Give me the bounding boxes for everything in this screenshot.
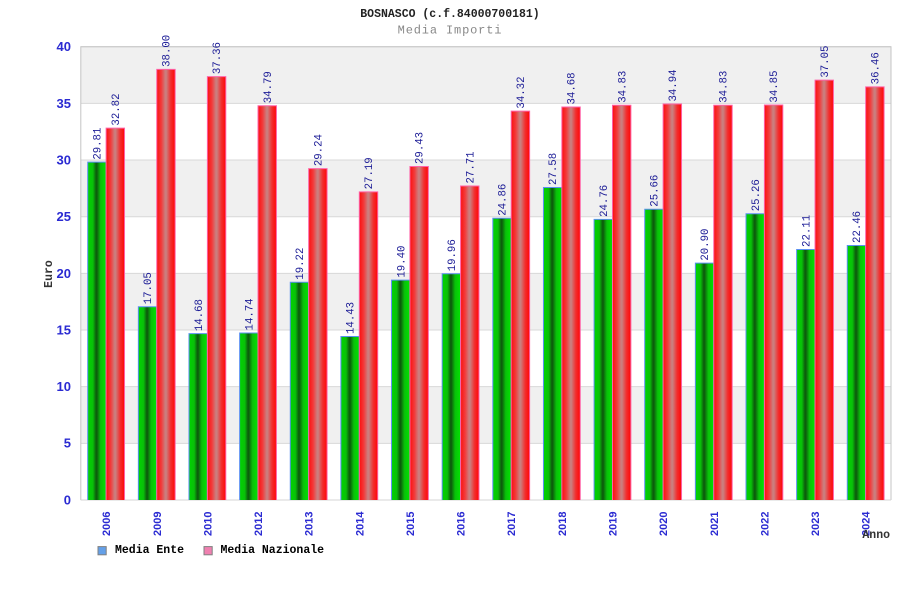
svg-text:2013: 2013 [304, 512, 316, 536]
svg-text:34.83: 34.83 [719, 71, 731, 103]
svg-text:Media Importi: Media Importi [398, 24, 503, 38]
svg-text:2006: 2006 [101, 512, 113, 536]
svg-text:2023: 2023 [810, 512, 822, 536]
svg-text:2014: 2014 [354, 511, 366, 536]
svg-text:19.22: 19.22 [295, 248, 307, 280]
svg-text:29.24: 29.24 [313, 134, 325, 166]
svg-text:37.36: 37.36 [212, 42, 224, 74]
svg-text:19.96: 19.96 [447, 239, 459, 271]
svg-text:22.46: 22.46 [852, 211, 864, 243]
svg-text:29.81: 29.81 [93, 128, 105, 160]
svg-text:Anno: Anno [862, 529, 890, 542]
svg-text:2016: 2016 [456, 512, 468, 536]
svg-text:2024: 2024 [861, 511, 873, 536]
svg-text:2020: 2020 [658, 512, 670, 536]
svg-text:Media Ente: Media Ente [115, 544, 184, 557]
svg-text:32.82: 32.82 [111, 93, 123, 125]
svg-text:20: 20 [57, 266, 71, 281]
svg-text:17.05: 17.05 [143, 272, 155, 304]
svg-text:40: 40 [57, 39, 71, 54]
svg-text:34.79: 34.79 [263, 71, 275, 103]
svg-text:14.74: 14.74 [244, 298, 256, 330]
svg-text:Media Nazionale: Media Nazionale [221, 544, 325, 557]
svg-text:10: 10 [57, 379, 71, 394]
svg-text:2018: 2018 [557, 512, 569, 536]
svg-text:30: 30 [57, 152, 71, 167]
svg-text:29.43: 29.43 [415, 132, 427, 164]
svg-text:20.90: 20.90 [700, 229, 712, 261]
svg-text:2012: 2012 [253, 512, 265, 536]
svg-text:25.66: 25.66 [650, 175, 662, 207]
svg-text:2019: 2019 [607, 512, 619, 536]
svg-text:2017: 2017 [506, 512, 518, 536]
svg-text:25: 25 [57, 209, 71, 224]
svg-text:27.58: 27.58 [548, 153, 560, 185]
svg-text:34.68: 34.68 [567, 72, 579, 104]
svg-text:14.68: 14.68 [194, 299, 206, 331]
svg-text:34.32: 34.32 [516, 76, 528, 108]
svg-text:34.85: 34.85 [769, 70, 781, 102]
svg-text:0: 0 [64, 492, 71, 507]
svg-text:2021: 2021 [709, 512, 721, 536]
svg-text:5: 5 [64, 436, 71, 451]
svg-text:25.26: 25.26 [751, 179, 763, 211]
svg-text:37.05: 37.05 [820, 46, 832, 78]
svg-text:24.86: 24.86 [498, 184, 510, 216]
svg-text:27.71: 27.71 [465, 151, 477, 183]
svg-text:34.94: 34.94 [668, 69, 680, 101]
svg-text:38.00: 38.00 [162, 35, 174, 67]
svg-text:2010: 2010 [202, 512, 214, 536]
svg-text:2015: 2015 [405, 512, 417, 536]
svg-text:2022: 2022 [759, 512, 771, 536]
svg-text:35: 35 [57, 96, 71, 111]
svg-text:BOSNASCO (c.f.84000700181): BOSNASCO (c.f.84000700181) [360, 8, 539, 21]
svg-text:24.76: 24.76 [599, 185, 611, 217]
svg-text:19.40: 19.40 [396, 246, 408, 278]
svg-text:Euro: Euro [43, 260, 56, 288]
svg-text:27.19: 27.19 [364, 157, 376, 189]
svg-text:36.46: 36.46 [870, 52, 882, 84]
svg-text:2009: 2009 [152, 512, 164, 536]
svg-text:22.11: 22.11 [801, 215, 813, 247]
svg-text:15: 15 [57, 322, 71, 337]
svg-text:34.83: 34.83 [617, 71, 629, 103]
svg-text:14.43: 14.43 [346, 302, 358, 334]
